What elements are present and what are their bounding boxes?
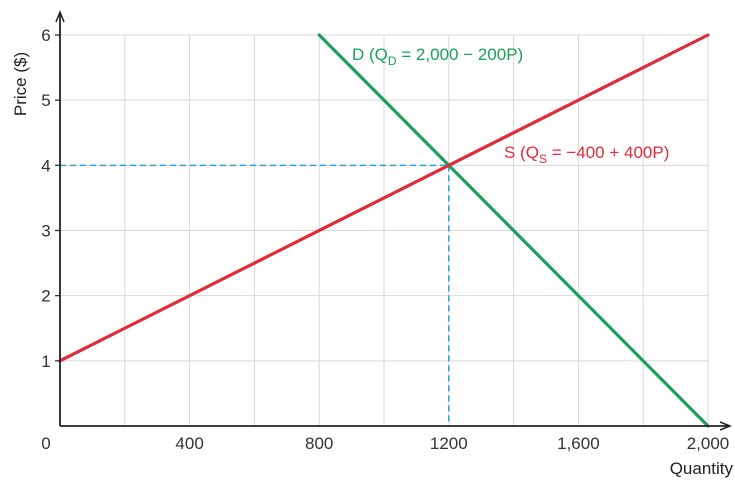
supply-curve [58,33,710,363]
y-tick-label: 1 [41,352,50,371]
demand-curve-label: D (QD = 2,000 − 200P) [352,45,523,68]
demand-label-prefix: D (Q [352,45,388,64]
supply-curve-label: S (QS = −400 + 400P) [504,143,669,166]
y-axis-label: Price ($) [11,52,30,116]
x-tick-label: 400 [175,434,203,453]
demand-label-subscript: D [388,54,397,68]
x-tick-label: 2,000 [687,434,730,453]
origin-label: 0 [41,434,50,453]
tick-labels: 1 2 3 4 5 6 400 800 1200 1,600 2,000 [41,26,729,453]
x-axis-arrow [719,421,733,431]
x-tick-label: 1200 [430,434,468,453]
y-axis-arrow [55,9,65,23]
demand-curve [317,33,710,428]
y-tick-label: 4 [41,156,50,175]
equilibrium-guides [60,164,450,426]
supply-label-suffix: = −400 + 400P) [547,143,669,162]
y-tick-label: 2 [41,287,50,306]
supply-label-prefix: S (Q [504,143,539,162]
grid [60,34,709,426]
x-tick-label: 800 [305,434,333,453]
y-tick-label: 6 [41,26,50,45]
y-tick-label: 5 [41,91,50,110]
supply-label-subscript: S [539,152,547,166]
curves [58,33,710,428]
x-axis-label: Quantity [670,459,734,478]
x-tick-label: 1,600 [557,434,600,453]
y-tick-label: 3 [41,222,50,241]
demand-label-suffix: = 2,000 − 200P) [397,45,524,64]
axes [55,9,733,431]
